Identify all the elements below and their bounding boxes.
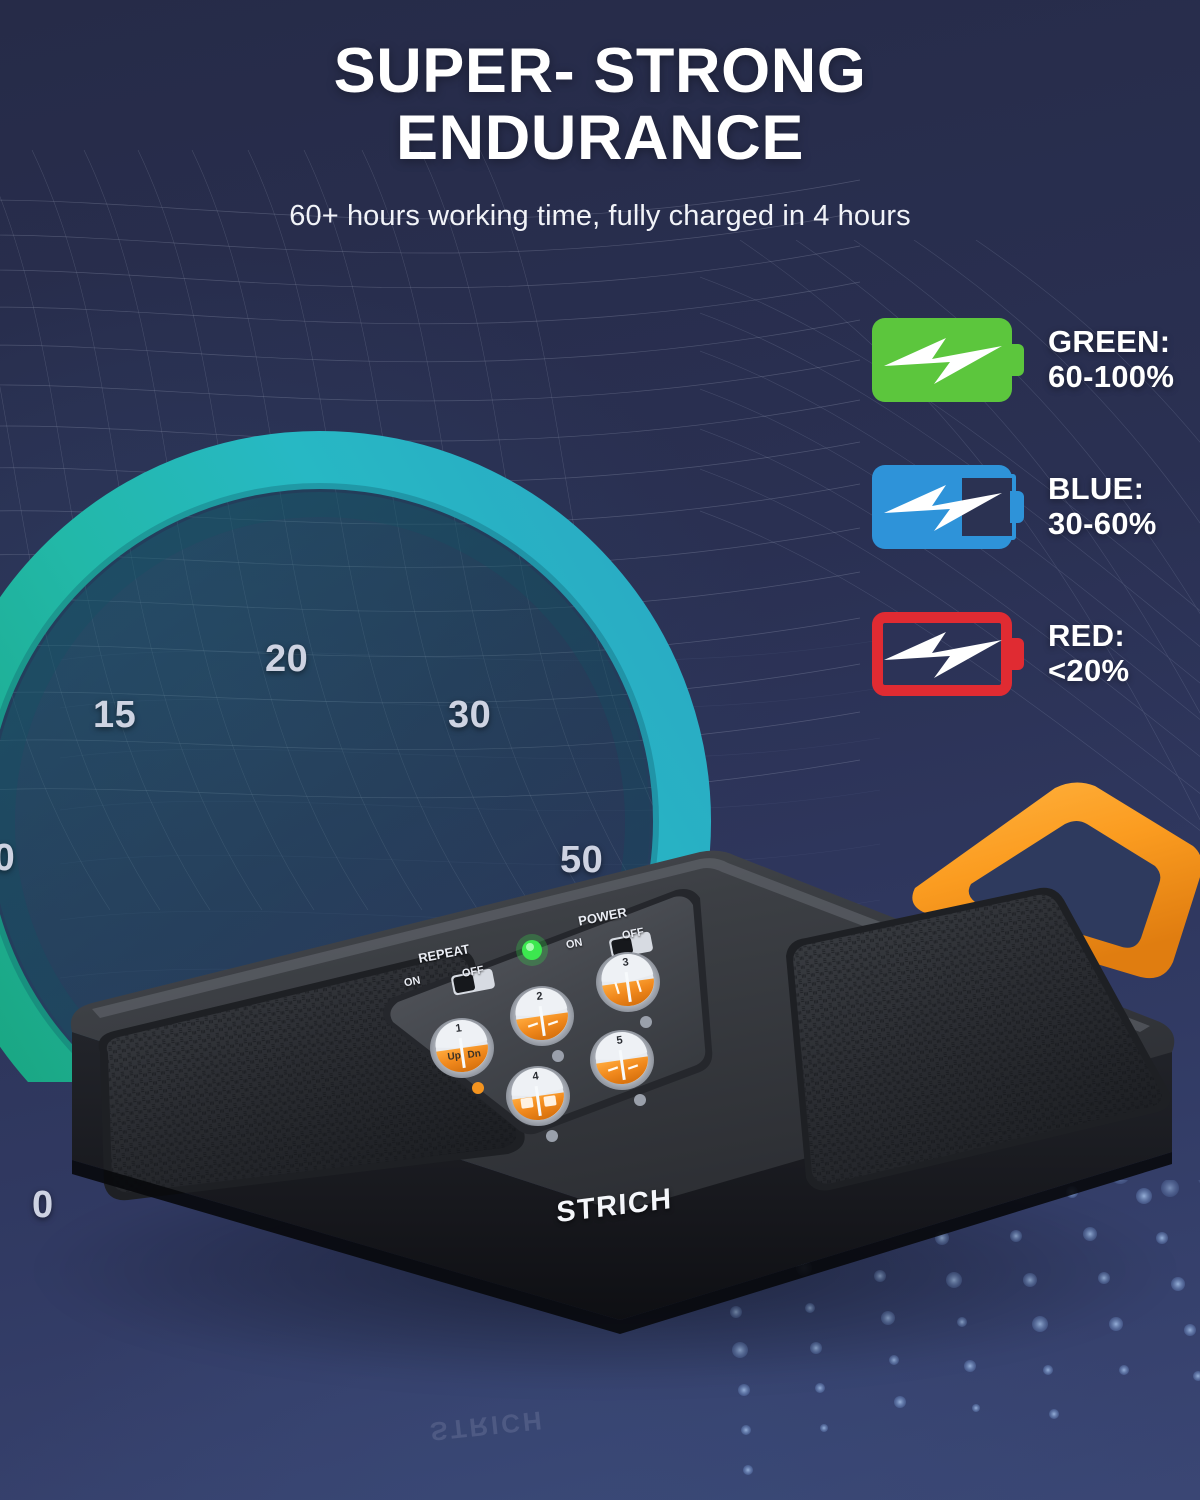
gauge-tick-30: 30 <box>448 694 492 736</box>
legend-name-red: RED: <box>1048 618 1125 653</box>
page-subtitle: 60+ hours working time, fully charged in… <box>289 200 911 232</box>
svg-text:1: 1 <box>455 1022 463 1035</box>
gauge-tick-15: 15 <box>93 694 137 736</box>
svg-text:Up: Up <box>447 1050 462 1063</box>
right-pedal <box>786 887 1171 1191</box>
battery-icon-red <box>872 612 1024 696</box>
legend-label-red: RED: <20% <box>1048 618 1129 689</box>
foot-pedal-device: Up Dn 1 2 <box>0 760 1200 1500</box>
legend-range-blue: 30-60% <box>1048 506 1157 542</box>
svg-text:2: 2 <box>536 990 544 1003</box>
legend-label-blue: BLUE: 30-60% <box>1048 471 1157 542</box>
pedal-button-2: 2 <box>510 986 574 1062</box>
legend-item-green: GREEN: 60-100% <box>872 318 1192 418</box>
svg-text:3: 3 <box>622 956 630 969</box>
pedal-button-3: 3 <box>596 952 660 1028</box>
gauge-tick-50: 50 <box>560 839 604 881</box>
legend-range-green: 60-100% <box>1048 359 1175 395</box>
lightning-bolt-icon <box>884 485 1002 531</box>
pedal-button-4: 4 <box>506 1066 570 1142</box>
device-body: Up Dn 1 2 <box>70 850 1175 1334</box>
legend-range-red: <20% <box>1048 653 1130 689</box>
gauge-tick-10: 10 <box>0 837 16 879</box>
legend-name-green: GREEN: <box>1048 324 1171 359</box>
power-switch <box>609 931 653 959</box>
legend-label-green: GREEN: 60-100% <box>1048 324 1174 395</box>
lightning-bolt-icon <box>884 632 1002 678</box>
legend-item-blue: BLUE: 30-60% <box>872 465 1192 565</box>
headline-line-2: ENDURANCE <box>396 103 804 174</box>
pedal-button-5: 5 <box>590 1030 654 1106</box>
page-title: SUPER- STRONG ENDURANCE <box>0 36 1200 174</box>
battery-icon-blue <box>872 465 1024 549</box>
battery-status-legend: GREEN: 60-100% BLUE: 30-60% <box>872 318 1192 759</box>
gauge-tick-20: 20 <box>265 638 309 680</box>
headline-line-1: SUPER- STRONG <box>333 36 867 106</box>
power-led <box>516 934 548 966</box>
svg-text:Dn: Dn <box>467 1048 482 1061</box>
repeat-switch <box>451 968 495 996</box>
lightning-bolt-icon <box>884 338 1002 384</box>
legend-name-blue: BLUE: <box>1048 471 1145 506</box>
gauge-tick-0: 0 <box>32 1184 54 1227</box>
svg-text:4: 4 <box>532 1070 541 1083</box>
pedal-button-1: Up Dn 1 <box>430 1018 494 1094</box>
legend-item-red: RED: <20% <box>872 612 1192 712</box>
battery-icon-green <box>872 318 1024 402</box>
control-panel: Up Dn 1 2 <box>383 889 713 1142</box>
svg-text:5: 5 <box>616 1034 624 1047</box>
